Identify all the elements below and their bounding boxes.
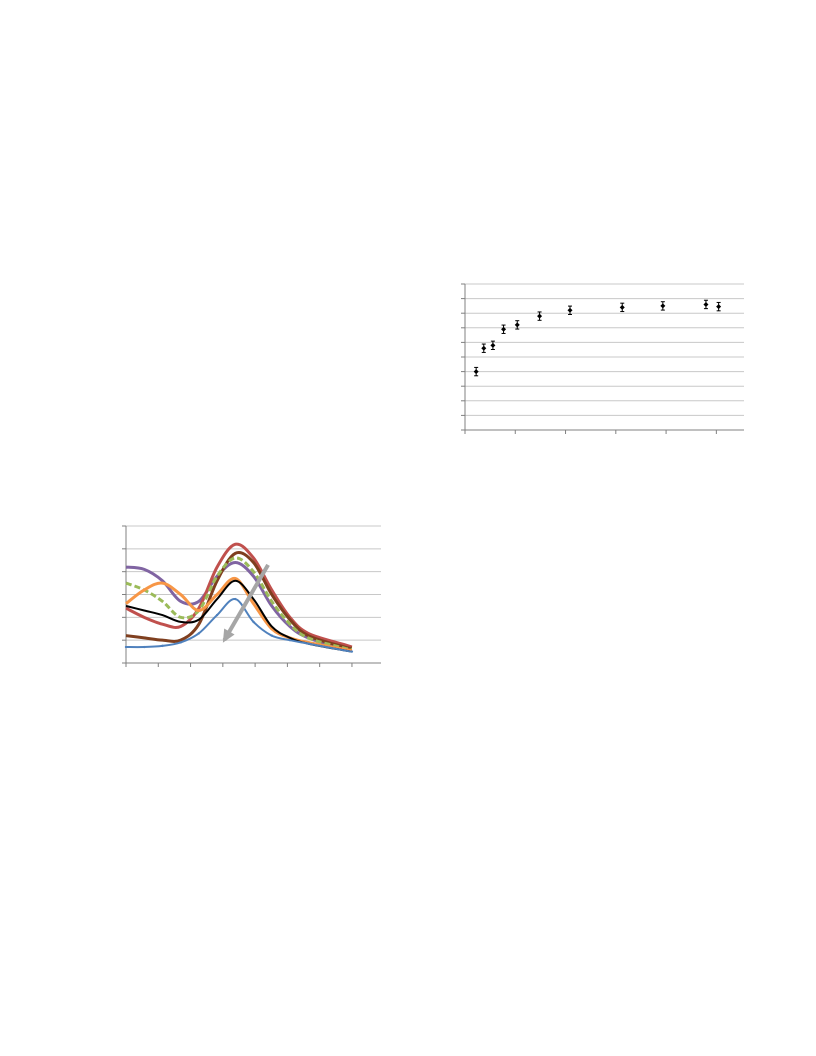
data-point [473,366,479,377]
point-marker [490,342,496,348]
series-point [161,644,164,648]
point-marker [703,301,709,307]
data-point [703,299,709,310]
data-point [537,311,543,321]
point-marker [473,369,479,375]
data-point [490,340,496,351]
series-point [215,613,219,617]
series-point [124,645,128,649]
series-line-3 [125,551,353,650]
point-marker [619,304,625,310]
series-point [197,632,201,635]
point-marker [481,345,487,351]
annotation-arrow-head [222,628,235,643]
series-point [179,641,182,644]
data-point [619,302,625,313]
data-point [514,320,520,330]
data-point [716,301,722,312]
data-point [501,324,507,334]
data-point [567,305,573,315]
spectra-chart [122,525,381,667]
data-point [481,343,487,353]
series-point [234,597,237,601]
point-marker [660,303,666,309]
point-marker [501,326,507,332]
series-point [306,642,310,645]
point-marker [567,307,573,313]
point-marker [716,304,722,310]
series-point [288,638,292,642]
annotation-arrow-shaft [222,563,270,642]
series-line-4 [125,556,353,651]
data-point [660,301,666,311]
series-line-2 [125,542,353,649]
point-marker [537,313,543,319]
point-marker [514,322,520,328]
series-point [143,645,146,649]
series-point [270,634,273,637]
series-point [350,650,354,653]
series-point [343,649,346,652]
scatter-chart [461,283,744,434]
series-point [252,620,255,624]
